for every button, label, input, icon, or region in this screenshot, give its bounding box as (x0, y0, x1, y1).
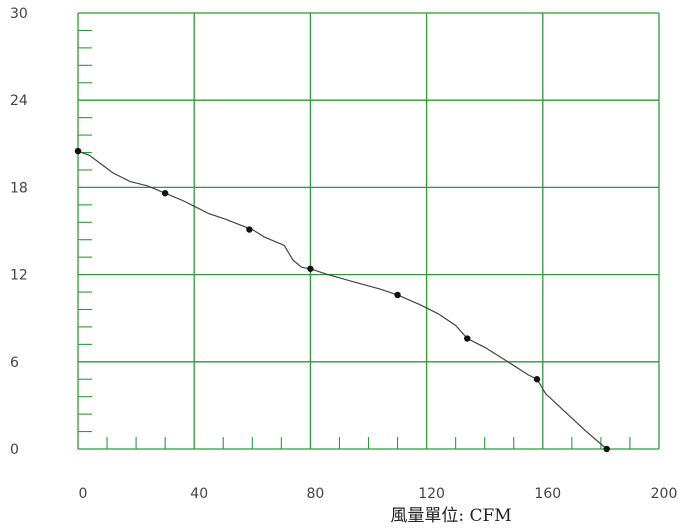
y-tick-labels: 0 6 12 18 24 30 (10, 6, 28, 458)
minor-ticks (78, 29, 631, 449)
y-tick-label-18: 18 (10, 180, 28, 196)
y-tick-label-24: 24 (10, 93, 28, 109)
data-point (246, 226, 253, 233)
x-tick-label-40: 40 (190, 486, 208, 502)
data-point (394, 291, 401, 299)
data-point (464, 335, 471, 342)
x-tick-label-120: 120 (418, 486, 445, 502)
data-point (74, 147, 82, 155)
data-point (307, 265, 314, 272)
data-point (161, 190, 169, 197)
x-tick-label-160: 160 (534, 486, 561, 502)
y-tick-label-6: 6 (10, 355, 19, 371)
series (74, 147, 610, 453)
data-point (533, 376, 541, 383)
grid (77, 12, 660, 450)
data-point (603, 445, 610, 453)
x-tick-labels: 0 40 80 120 160 200 (79, 486, 678, 502)
x-tick-label-0: 0 (79, 486, 88, 502)
x-axis-label: 風量單位: CFM (390, 506, 511, 526)
y-tick-label-30: 30 (10, 6, 28, 22)
y-tick-label-12: 12 (10, 268, 28, 284)
x-tick-label-80: 80 (306, 486, 324, 502)
series-line (77, 150, 608, 450)
x-tick-label-200: 200 (651, 486, 678, 502)
y-tick-label-0: 0 (10, 442, 19, 458)
